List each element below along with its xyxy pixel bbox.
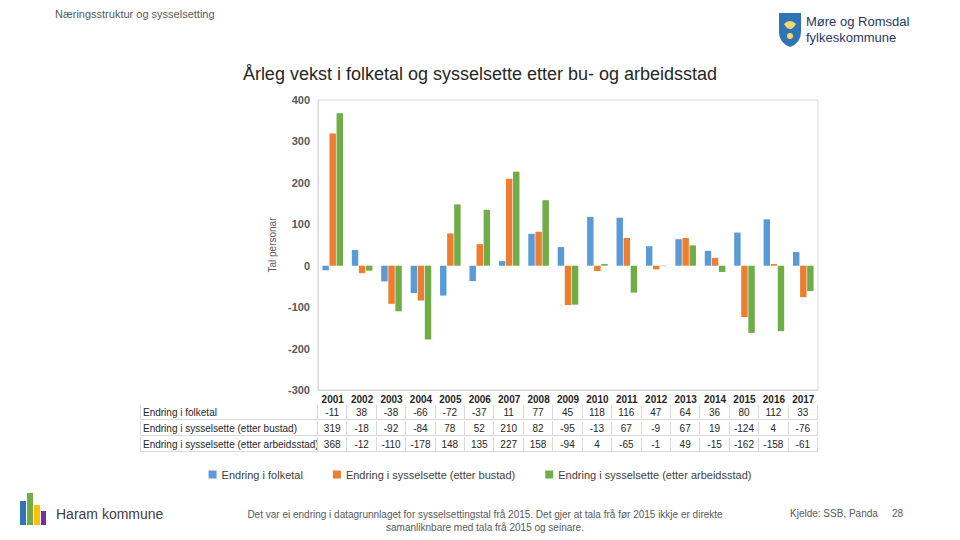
html-text:118: 118 xyxy=(588,407,605,418)
html-text:227: 227 xyxy=(500,439,517,450)
html-text:-61: -61 xyxy=(795,439,810,450)
html-text:-92: -92 xyxy=(383,423,399,434)
html-text:368: 368 xyxy=(323,439,341,450)
svg-text:-100: -100 xyxy=(288,301,310,313)
svg-text:Endring i sysselsette (etter a: Endring i sysselsette (etter arbeidsstad… xyxy=(558,469,751,481)
svg-text:2001: 2001 xyxy=(322,394,345,405)
html-text:-9: -9 xyxy=(651,423,661,434)
svg-text:200: 200 xyxy=(292,177,310,189)
html-text:-158: -158 xyxy=(763,439,784,450)
html-text:-12: -12 xyxy=(354,439,369,450)
svg-text:2010: 2010 xyxy=(586,394,609,405)
svg-text:2017: 2017 xyxy=(792,394,815,405)
html-text:4: 4 xyxy=(594,439,600,450)
html-text:-162: -162 xyxy=(733,439,754,450)
html-text:-95: -95 xyxy=(560,423,575,434)
html-text:Det var ei endring i datagrunn: Det var ei endring i datagrunnlaget for … xyxy=(247,509,723,533)
svg-text:2007: 2007 xyxy=(498,394,521,405)
html-text:-38: -38 xyxy=(383,407,399,418)
svg-text:Endring i sysselsette (etter b: Endring i sysselsette (etter bustad) xyxy=(346,469,515,481)
html-text:Haram kommune: Haram kommune xyxy=(56,506,164,522)
svg-text:2009: 2009 xyxy=(557,394,580,405)
html-text:-13: -13 xyxy=(589,423,605,434)
html-text:11: 11 xyxy=(503,407,514,418)
html-text:64: 64 xyxy=(679,407,691,418)
svg-text:Endring i folketal: Endring i folketal xyxy=(222,469,303,481)
svg-text:400: 400 xyxy=(292,94,310,106)
html-text:82: 82 xyxy=(532,423,544,434)
html-text:-18: -18 xyxy=(354,423,369,434)
svg-text:2006: 2006 xyxy=(469,394,492,405)
html-text:33: 33 xyxy=(797,407,809,418)
html-text:-178: -178 xyxy=(410,439,431,450)
svg-text:Årleg vekst i folketal og syss: Årleg vekst i folketal og sysselsette et… xyxy=(243,64,717,84)
html-text:Endring i folketal: Endring i folketal xyxy=(143,407,217,418)
svg-text:0: 0 xyxy=(304,260,310,272)
svg-text:100: 100 xyxy=(292,218,310,230)
html-text:148: 148 xyxy=(441,439,459,450)
html-text:135: 135 xyxy=(470,439,488,450)
html-text:45: 45 xyxy=(561,407,573,418)
html-text:-110: -110 xyxy=(381,439,401,450)
html-text:fylkeskommune: fylkeskommune xyxy=(806,30,897,45)
svg-text:2015: 2015 xyxy=(733,394,756,405)
html-text:67: 67 xyxy=(620,423,632,434)
svg-text:2004: 2004 xyxy=(410,394,433,405)
html-text:-66: -66 xyxy=(413,407,428,418)
html-text:-11: -11 xyxy=(325,407,340,418)
html-text:-124: -124 xyxy=(733,423,754,434)
svg-text:Tal personar: Tal personar xyxy=(267,217,278,273)
html-text:52: 52 xyxy=(473,423,485,434)
html-text:116: 116 xyxy=(618,407,635,418)
svg-text:2008: 2008 xyxy=(527,394,550,405)
html-text:36: 36 xyxy=(709,407,721,418)
html-text:Næringsstruktur og sysselsetti: Næringsstruktur og sysselsetting xyxy=(55,8,215,20)
html-text:210: 210 xyxy=(500,423,517,434)
svg-text:2005: 2005 xyxy=(439,394,462,405)
html-text:319: 319 xyxy=(323,423,341,434)
html-text:-1: -1 xyxy=(651,439,661,450)
html-text:112: 112 xyxy=(765,407,782,418)
html-text:-76: -76 xyxy=(795,423,810,434)
svg-text:300: 300 xyxy=(292,135,310,147)
html-text:-72: -72 xyxy=(442,407,458,418)
html-text:Kjelde: SSB, Panda: Kjelde: SSB, Panda xyxy=(790,508,878,519)
html-text:158: 158 xyxy=(529,439,547,450)
svg-text:2013: 2013 xyxy=(675,394,698,405)
html-text:Møre og Romsdal: Møre og Romsdal xyxy=(806,14,910,29)
svg-text:2002: 2002 xyxy=(351,394,374,405)
html-text:-84: -84 xyxy=(413,423,428,434)
svg-text:-300: -300 xyxy=(288,384,310,396)
html-text:19: 19 xyxy=(709,423,721,434)
svg-text:2016: 2016 xyxy=(763,394,786,405)
html-text:-94: -94 xyxy=(560,439,575,450)
html-text:Endring i sysselsette (etter b: Endring i sysselsette (etter bustad) xyxy=(143,423,297,434)
html-text:Endring i sysselsette (etter a: Endring i sysselsette (etter arbeidsstad… xyxy=(143,439,319,450)
html-text:28: 28 xyxy=(892,508,904,519)
svg-text:-200: -200 xyxy=(288,343,310,355)
html-text:-15: -15 xyxy=(707,439,722,450)
html-text:67: 67 xyxy=(679,423,691,434)
html-text:77: 77 xyxy=(532,407,544,418)
html-text:49: 49 xyxy=(679,439,691,450)
html-text:47: 47 xyxy=(650,407,662,418)
html-text:-37: -37 xyxy=(472,407,487,418)
html-text:78: 78 xyxy=(444,423,456,434)
html-text:80: 80 xyxy=(738,407,750,418)
html-text:4: 4 xyxy=(770,423,777,434)
html-text:38: 38 xyxy=(356,407,368,418)
svg-text:2014: 2014 xyxy=(704,394,727,405)
svg-text:2011: 2011 xyxy=(616,394,638,405)
svg-text:2012: 2012 xyxy=(645,394,668,405)
svg-text:2003: 2003 xyxy=(380,394,403,405)
html-text:-65: -65 xyxy=(619,439,634,450)
